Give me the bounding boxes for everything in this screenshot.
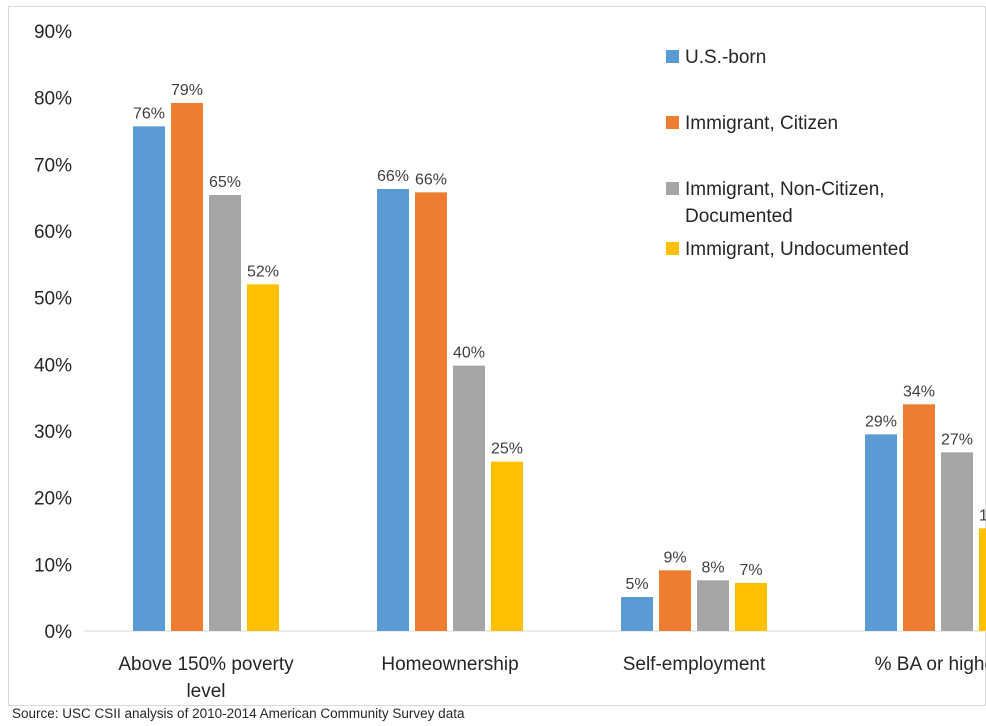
- bar: [415, 192, 447, 632]
- data-label: 8%: [701, 559, 724, 576]
- data-label: 66%: [415, 171, 447, 188]
- bar: [979, 528, 986, 631]
- legend-label: Documented: [685, 206, 793, 227]
- x-tick-label: level: [186, 681, 225, 702]
- y-tick-label: 60%: [34, 222, 72, 243]
- bar: [621, 597, 653, 631]
- data-label: 7%: [739, 562, 762, 579]
- y-tick-label: 30%: [34, 422, 72, 443]
- bar: [377, 189, 409, 631]
- data-label: 9%: [663, 549, 686, 566]
- source-note: Source: USC CSII analysis of 2010-2014 A…: [12, 706, 465, 721]
- y-tick-label: 50%: [34, 289, 72, 310]
- bar-chart: 0% 10% 20% 30% 40% 50% 60% 70% 80% 90% 76% 66% 5% 29…: [34, 22, 986, 702]
- data-label: 15%: [979, 507, 986, 524]
- y-tick-label: 90%: [34, 22, 72, 43]
- x-tick-label: Above 150% poverty: [118, 654, 294, 675]
- data-label: 27%: [941, 431, 973, 448]
- bar: [697, 580, 729, 631]
- data-label: 52%: [247, 263, 279, 280]
- bar: [735, 583, 767, 631]
- y-tick-label: 40%: [34, 355, 72, 376]
- x-tick-label: Homeownership: [381, 654, 518, 675]
- bars: [133, 103, 986, 632]
- bar: [865, 434, 897, 631]
- x-axis-labels: Above 150% poverty level Homeownership Self…: [118, 654, 986, 702]
- bar: [247, 284, 279, 631]
- y-tick-label: 70%: [34, 155, 72, 176]
- data-label: 40%: [453, 345, 485, 362]
- legend-label: Immigrant, Non-Citizen,: [685, 179, 885, 200]
- bar: [209, 195, 241, 631]
- y-tick-label: 80%: [34, 89, 72, 110]
- y-axis: 0% 10% 20% 30% 40% 50% 60% 70% 80% 90%: [34, 22, 72, 643]
- data-label: 34%: [903, 383, 935, 400]
- x-tick-label: Self-employment: [623, 654, 766, 675]
- y-tick-label: 0%: [45, 622, 73, 643]
- x-tick-label: % BA or higher: [875, 654, 986, 675]
- bar: [171, 103, 203, 631]
- legend-label: U.S.-born: [685, 47, 766, 68]
- bar: [659, 570, 691, 631]
- legend-label: Immigrant, Citizen: [685, 113, 838, 134]
- legend-label: Immigrant, Undocumented: [685, 239, 909, 260]
- bar: [453, 365, 485, 631]
- y-tick-label: 20%: [34, 489, 72, 510]
- legend-swatch: [666, 50, 679, 63]
- bar: [133, 126, 165, 631]
- legend-swatch: [666, 242, 679, 255]
- y-tick-label: 10%: [34, 555, 72, 576]
- data-label: 29%: [865, 413, 897, 430]
- data-label: 5%: [625, 576, 648, 593]
- legend-swatch: [666, 182, 679, 195]
- legend-swatch: [666, 116, 679, 129]
- data-label: 65%: [209, 174, 241, 191]
- bar: [903, 404, 935, 631]
- value-labels: 76% 66% 5% 29% 79% 66% 9% 34% 65% 40% 8% 27% 52% 25% 7…: [133, 82, 986, 593]
- data-label: 66%: [377, 168, 409, 185]
- data-label: 76%: [133, 105, 165, 122]
- legend: U.S.-born Immigrant, Citizen Immigrant, No…: [666, 47, 909, 260]
- bar: [941, 452, 973, 631]
- bar: [491, 461, 523, 631]
- data-label: 79%: [171, 82, 203, 99]
- data-label: 25%: [491, 441, 523, 458]
